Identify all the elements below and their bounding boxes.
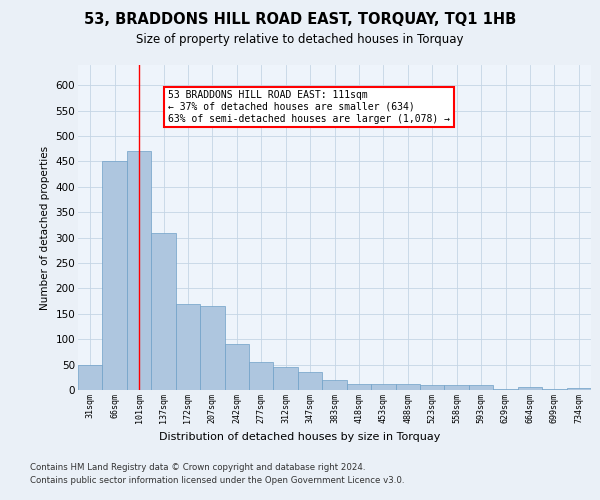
Bar [224,344,249,390]
Bar [469,386,493,390]
Bar [298,372,322,390]
Bar [493,389,518,390]
Text: 53 BRADDONS HILL ROAD EAST: 111sqm
← 37% of detached houses are smaller (634)
63: 53 BRADDONS HILL ROAD EAST: 111sqm ← 37%… [169,90,451,124]
Text: Contains HM Land Registry data © Crown copyright and database right 2024.: Contains HM Land Registry data © Crown c… [30,462,365,471]
Bar [103,162,127,390]
Bar [176,304,200,390]
Bar [127,152,151,390]
Bar [566,388,591,390]
Bar [200,306,224,390]
Bar [151,232,176,390]
Bar [322,380,347,390]
Bar [420,385,445,390]
Bar [395,384,420,390]
Bar [274,367,298,390]
Text: Size of property relative to detached houses in Torquay: Size of property relative to detached ho… [136,32,464,46]
Bar [347,384,371,390]
Bar [78,364,103,390]
Bar [445,385,469,390]
Bar [542,389,566,390]
Text: Contains public sector information licensed under the Open Government Licence v3: Contains public sector information licen… [30,476,404,485]
Bar [249,362,274,390]
Y-axis label: Number of detached properties: Number of detached properties [40,146,50,310]
Text: 53, BRADDONS HILL ROAD EAST, TORQUAY, TQ1 1HB: 53, BRADDONS HILL ROAD EAST, TORQUAY, TQ… [84,12,516,28]
Bar [518,387,542,390]
Text: Distribution of detached houses by size in Torquay: Distribution of detached houses by size … [160,432,440,442]
Bar [371,384,395,390]
